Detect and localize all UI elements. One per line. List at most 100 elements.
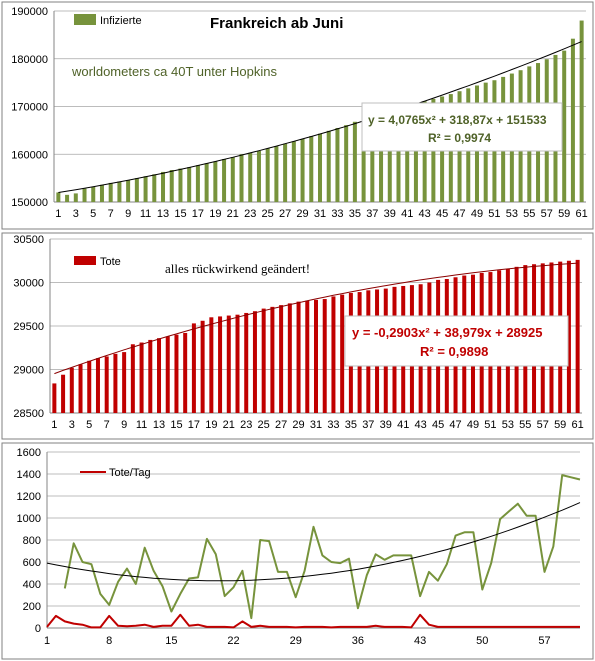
bar (309, 136, 314, 202)
y-tick-label: 800 (23, 535, 41, 547)
y-tick-label: 600 (23, 557, 41, 569)
legend-swatch (74, 256, 96, 265)
bar (174, 334, 179, 413)
x-tick-label: 51 (484, 419, 496, 431)
y-tick-label: 400 (23, 579, 41, 591)
bar (575, 259, 580, 413)
bar (370, 115, 375, 202)
bar (183, 332, 188, 413)
x-tick-label: 22 (227, 635, 239, 647)
y-tick-label: 190000 (11, 6, 48, 18)
bar (235, 314, 240, 413)
x-tick-label: 5 (86, 419, 92, 431)
bar (113, 353, 118, 413)
bar (335, 127, 340, 202)
bar (270, 306, 275, 413)
legend-label: Infizierte (100, 15, 142, 27)
x-tick-label: 15 (165, 635, 177, 647)
bar (314, 299, 318, 413)
bar (352, 121, 357, 202)
bar (296, 301, 301, 413)
bar (87, 360, 92, 413)
bar (300, 138, 305, 202)
bar (56, 192, 61, 202)
x-tick-label: 1 (44, 635, 50, 647)
bar (91, 186, 96, 202)
x-tick-label: 43 (414, 635, 426, 647)
y-tick-label: 29000 (13, 365, 44, 377)
x-tick-label: 55 (519, 419, 531, 431)
bar (122, 352, 127, 413)
bar (226, 315, 231, 413)
y-tick-label: 29500 (13, 321, 44, 333)
bar (570, 38, 575, 202)
bar (422, 101, 427, 202)
bar (379, 112, 384, 202)
bar (69, 367, 74, 413)
x-tick-label: 43 (419, 208, 431, 220)
annotation: worldometers ca 40T unter Hopkins (71, 64, 277, 79)
r-squared: R² = 0,9974 (428, 131, 491, 145)
bar (209, 317, 214, 413)
x-tick-label: 27 (279, 208, 291, 220)
bar (95, 358, 100, 413)
bar (405, 106, 410, 202)
bar (61, 374, 66, 413)
trendline-equation: y = 4,0765x² + 318,87x + 151533 (368, 113, 547, 127)
bar (143, 176, 148, 202)
bar (82, 188, 87, 202)
bar (117, 181, 122, 202)
bar (99, 184, 104, 202)
y-tick-label: 30000 (13, 278, 44, 290)
x-tick-label: 23 (240, 419, 252, 431)
y-tick-label: 160000 (11, 149, 48, 161)
bar (396, 108, 401, 202)
bar (169, 170, 174, 202)
bar (157, 338, 162, 413)
bar (134, 178, 139, 202)
bar (562, 50, 567, 202)
x-tick-label: 36 (352, 635, 364, 647)
bar (78, 364, 83, 413)
daily-deaths-chart: 0 200 400 600 800 1000 1200 1400 1600 1 8 15 22 29 36 4… (1, 442, 594, 660)
bar (331, 296, 336, 413)
bar (222, 159, 227, 202)
x-tick-label: 59 (558, 208, 570, 220)
x-tick-label: 11 (140, 208, 151, 220)
bar (340, 294, 345, 413)
bar (73, 193, 78, 202)
x-tick-label: 61 (576, 208, 588, 220)
bar (200, 320, 205, 413)
x-tick-label: 7 (108, 208, 114, 220)
x-tick-label: 5 (90, 208, 96, 220)
legend-label: Tote (100, 256, 121, 268)
x-tick-label: 1 (55, 208, 61, 220)
bar (566, 260, 571, 413)
x-tick-label: 25 (258, 419, 270, 431)
bar (218, 316, 223, 413)
x-tick-label: 25 (262, 208, 274, 220)
y-tick-label: 170000 (11, 102, 48, 114)
x-tick-label: 35 (349, 208, 361, 220)
x-tick-label: 33 (327, 419, 339, 431)
x-tick-label: 51 (488, 208, 500, 220)
x-tick-label: 19 (209, 208, 221, 220)
x-tick-label: 41 (397, 419, 409, 431)
trend-line (46, 502, 581, 582)
x-tick-label: 29 (292, 419, 304, 431)
x-tick-label: 47 (449, 419, 461, 431)
x-tick-label: 53 (502, 419, 514, 431)
x-tick-label: 41 (401, 208, 413, 220)
x-tick-label: 27 (275, 419, 287, 431)
x-tick-label: 21 (227, 208, 239, 220)
equation-box (344, 315, 569, 367)
x-tick-label: 37 (362, 419, 374, 431)
bar (291, 141, 296, 202)
bar (326, 130, 331, 202)
x-tick-label: 17 (192, 208, 204, 220)
bar (130, 344, 135, 413)
x-tick-label: 39 (384, 208, 396, 220)
y-tick-label: 0 (35, 623, 41, 635)
